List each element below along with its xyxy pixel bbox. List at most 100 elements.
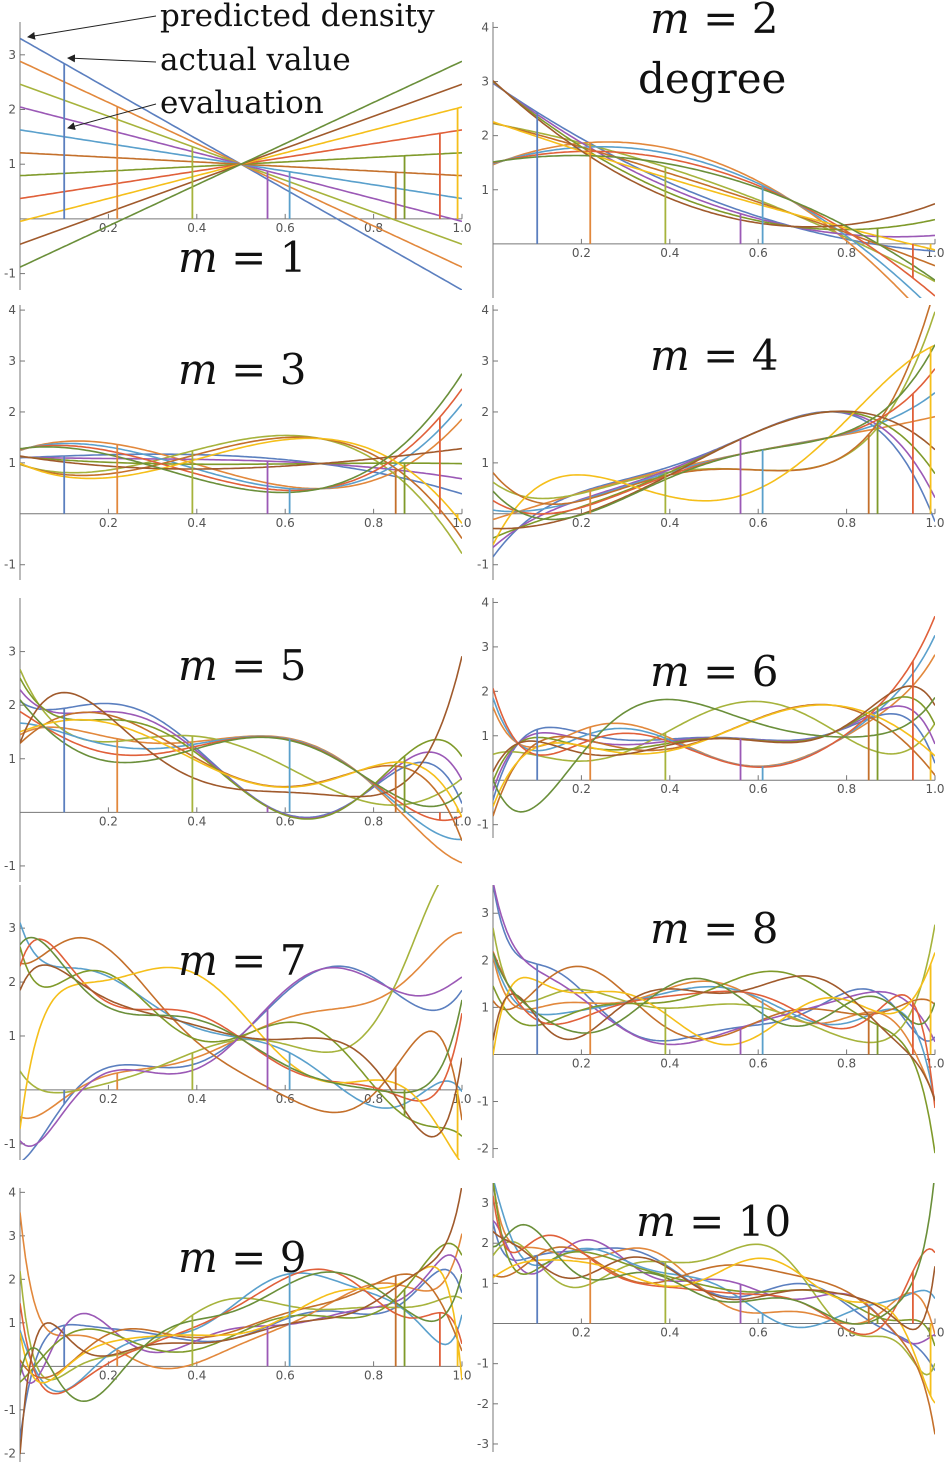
x-tick-label: 0.2 (572, 516, 591, 530)
panel-label-prefix: m (650, 331, 690, 380)
curves (20, 656, 462, 864)
annotation-group: predicted density actual value evaluatio… (27, 0, 786, 131)
curves (20, 885, 462, 1160)
x-tick-label: 0.6 (749, 1326, 768, 1340)
x-tick-label: 0.8 (837, 1056, 856, 1070)
x-tick-label: 0.8 (837, 1326, 856, 1340)
x-tick-label: 0.6 (276, 814, 295, 828)
x-tick-label: 0.2 (572, 782, 591, 796)
density-curve (20, 936, 462, 1094)
y-tick-label: -1 (477, 1357, 489, 1371)
y-tick-label: 1 (8, 1029, 16, 1043)
density-curve (20, 403, 462, 490)
density-curve (493, 82, 935, 252)
panel-label-value: 4 (752, 331, 779, 380)
panel-label-value: 10 (738, 1197, 791, 1246)
y-tick-label: 1 (481, 729, 489, 743)
density-curve (493, 1222, 935, 1371)
y-tick-label: -1 (4, 267, 16, 281)
panel-label-eq: = (218, 936, 280, 985)
panel-label-eq: = (690, 0, 752, 43)
density-curve (493, 685, 935, 773)
density-curve (20, 60, 462, 268)
density-curve (20, 1265, 462, 1384)
y-tick-label: 2 (8, 1272, 16, 1286)
panel-label-eq: = (676, 1197, 738, 1246)
panel-m-6: 0.2 0.4 0.6 0.8 1.0 -1 1 2 3 4 m = 6 (477, 595, 945, 838)
y-tick-label: 3 (8, 354, 16, 368)
y-tick-label: 1 (8, 752, 16, 766)
y-tick-label: -1 (4, 859, 16, 873)
panel-label-prefix: m (650, 0, 690, 43)
density-curve (493, 1195, 935, 1336)
density-curve (493, 951, 935, 1109)
density-curve (493, 1257, 935, 1404)
y-tick-label: 1 (481, 183, 489, 197)
density-curve (20, 966, 461, 1160)
density-curve (493, 1230, 935, 1331)
y-tick-label: 2 (8, 405, 16, 419)
density-curve (493, 305, 931, 505)
panel-label: m = 4 (650, 331, 778, 380)
panel-label: m = 3 (178, 345, 306, 394)
y-tick-label: -1 (477, 818, 489, 832)
curves (493, 1183, 935, 1435)
x-tick-label: 0.2 (99, 516, 118, 530)
x-tick-label: 0.4 (660, 1326, 679, 1340)
y-tick-label: 2 (481, 953, 489, 967)
panel-label-value: 1 (280, 233, 307, 282)
y-tick-label: 3 (8, 921, 16, 935)
y-tick-label: 3 (8, 1229, 16, 1243)
density-curve (20, 1271, 462, 1403)
density-curve (493, 885, 935, 1046)
x-tick-label: 0.4 (660, 1056, 679, 1070)
y-tick-label: -1 (477, 1095, 489, 1109)
panel-label-prefix: m (178, 233, 218, 282)
panel-label-eq: = (690, 647, 752, 696)
panel-label-eq: = (218, 233, 280, 282)
curves (20, 37, 462, 290)
x-tick-label: 0.4 (187, 1368, 206, 1382)
density-curve (493, 952, 935, 1034)
panel-label-value: 2 (752, 0, 779, 43)
density-curve (493, 1246, 935, 1435)
x-tick-label: 0.8 (364, 814, 383, 828)
y-tick-label: 2 (8, 975, 16, 989)
density-curve (493, 154, 935, 281)
density-curve (493, 121, 935, 267)
y-tick-label: 2 (481, 129, 489, 143)
density-curve (493, 344, 935, 546)
x-tick-label: 0.4 (187, 814, 206, 828)
x-tick-label: 0.6 (749, 516, 768, 530)
x-tick-label: 0.8 (837, 782, 856, 796)
x-tick-label: 1.0 (925, 516, 944, 530)
density-curve (20, 1242, 462, 1383)
panel-label: m = 1 (178, 233, 306, 282)
y-tick-label: -1 (477, 558, 489, 572)
density-curve (21, 965, 462, 1160)
annotation-predicted-density: predicted density (160, 0, 435, 34)
annotation-evaluation: evaluation (160, 85, 324, 121)
y-tick-label: 3 (481, 354, 489, 368)
y-tick-label: 2 (481, 405, 489, 419)
panel-label-eq: = (690, 904, 752, 953)
y-tick-label: 3 (481, 75, 489, 89)
density-curve (493, 150, 935, 297)
density-curve (20, 964, 462, 1138)
panel-label: m = 10 (636, 1197, 791, 1246)
density-curve (20, 936, 462, 1121)
y-tick-label: 4 (481, 303, 489, 317)
x-tick-label: 0.2 (99, 814, 118, 828)
panel-label-value: 7 (280, 936, 307, 985)
y-tick-label: -2 (477, 1397, 489, 1411)
x-tick-label: 0.8 (837, 246, 856, 260)
y-tick-label: 2 (8, 103, 16, 117)
y-tick-label: 2 (481, 1236, 489, 1250)
panel-label: m = 7 (178, 936, 306, 985)
x-tick-label: 0.6 (276, 516, 295, 530)
